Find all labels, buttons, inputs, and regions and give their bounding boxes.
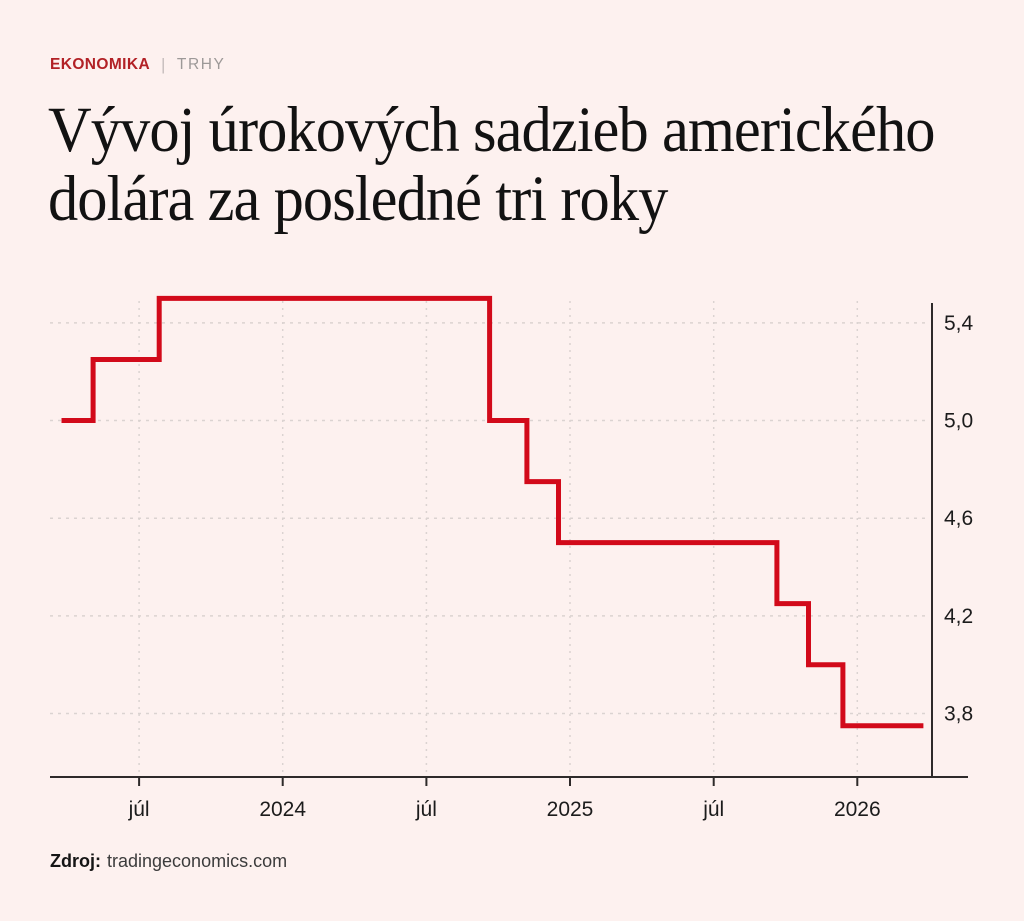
y-tick-label: 4,6 bbox=[944, 507, 973, 530]
x-tick-label: júl bbox=[702, 798, 724, 821]
kicker-divider: | bbox=[161, 55, 166, 74]
source-line: Zdroj: tradingeconomics.com bbox=[50, 851, 287, 872]
kicker-category-link[interactable]: EKONOMIKA bbox=[50, 56, 151, 73]
page-title: Vývoj úrokových sadzieb amerického dolár… bbox=[48, 94, 936, 235]
x-tick-label: 2024 bbox=[259, 798, 306, 821]
x-tick-label: 2025 bbox=[547, 798, 594, 821]
x-tick-label: júl bbox=[128, 798, 150, 821]
page-title-line-1: Vývoj úrokových sadzieb amerického bbox=[48, 94, 936, 166]
source-label: Zdroj: bbox=[50, 851, 101, 871]
y-tick-label: 5,0 bbox=[944, 410, 973, 433]
interest-rate-step-line bbox=[61, 295, 924, 729]
source-link[interactable]: tradingeconomics.com bbox=[107, 851, 288, 871]
y-tick-label: 4,2 bbox=[944, 605, 973, 628]
x-tick-label: 2026 bbox=[834, 798, 881, 821]
breadcrumb: EKONOMIKA | TRHY bbox=[50, 55, 225, 75]
x-tick-label: júl bbox=[415, 798, 437, 821]
page-title-line-2: dolára za posledné tri roky bbox=[48, 163, 668, 235]
y-tick-label: 5,4 bbox=[944, 312, 974, 335]
kicker-section-link[interactable]: TRHY bbox=[176, 56, 226, 73]
y-tick-label: 3,8 bbox=[944, 703, 973, 726]
